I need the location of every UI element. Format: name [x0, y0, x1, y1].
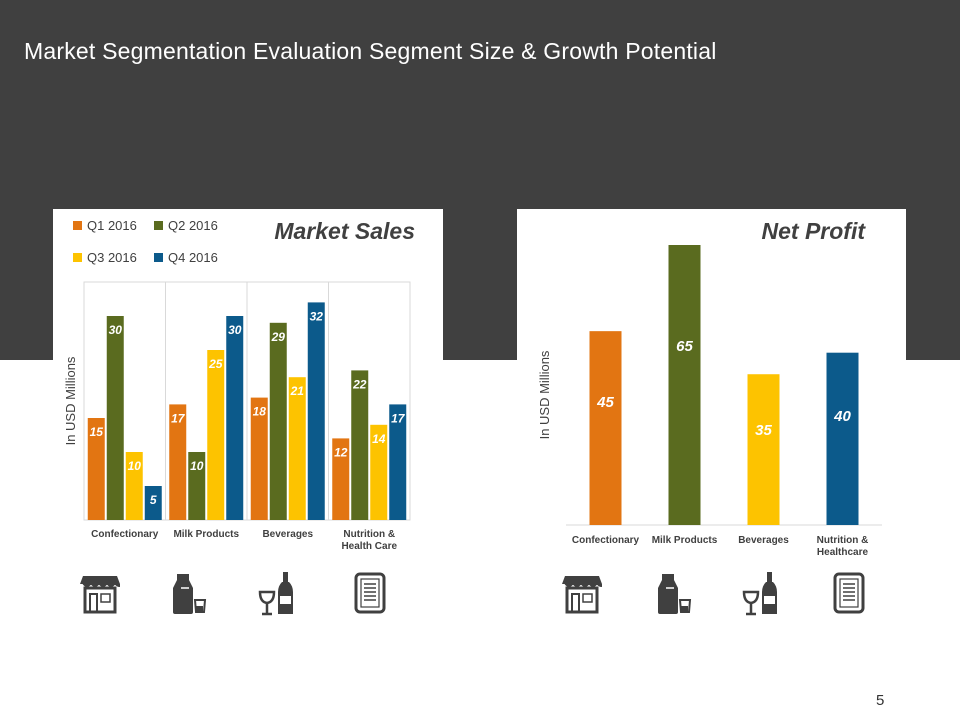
- category-label: Beverages: [262, 529, 313, 540]
- legend-swatch-3: [73, 253, 82, 262]
- category-label: Beverages: [738, 535, 789, 546]
- store-icon: [80, 570, 124, 616]
- data-label: 22: [352, 377, 367, 391]
- data-label: 5: [150, 493, 157, 507]
- net-profit-panel: Net Profit In USD Millions 45 Confectionary…: [517, 209, 906, 560]
- bar: [589, 331, 622, 525]
- net-profit-chart: Net Profit In USD Millions 45 Confectionary…: [537, 218, 882, 558]
- wine-bottle-icon: [258, 570, 298, 616]
- bar-2: [269, 322, 287, 520]
- data-label: 10: [128, 459, 142, 473]
- data-label: 40: [833, 408, 851, 425]
- category-label: Health Care: [341, 541, 397, 552]
- bar-3: [288, 377, 306, 520]
- market-sales-panel: Market Sales Q1 2016 Q2 2016 Q3 2016 Q4 2016…: [53, 209, 443, 560]
- chart-title: Net Profit: [762, 218, 867, 244]
- category-label: Nutrition &: [817, 535, 869, 546]
- data-label: 32: [310, 309, 324, 323]
- legend-label: Q3 2016: [87, 250, 137, 265]
- bar-1: [250, 397, 268, 520]
- market-sales-chart: Market Sales Q1 2016 Q2 2016 Q3 2016 Q4 2016…: [63, 218, 415, 552]
- data-label: 14: [372, 432, 386, 446]
- category-label: Confectionary: [91, 529, 159, 540]
- legend-swatch-4: [154, 253, 163, 262]
- bar: [668, 245, 701, 525]
- data-label: 30: [228, 323, 242, 337]
- legend-label: Q4 2016: [168, 250, 218, 265]
- bar-4: [144, 486, 162, 520]
- data-label: 15: [90, 425, 104, 439]
- bar-1: [169, 404, 187, 520]
- bar-1: [87, 418, 105, 520]
- category-label: Confectionary: [572, 535, 640, 546]
- bar-2: [106, 316, 124, 520]
- medicine-label-icon: [829, 570, 869, 616]
- bar-2: [351, 370, 369, 520]
- data-label: 10: [190, 459, 204, 473]
- category-label: Milk Products: [173, 529, 239, 540]
- page-number: 5: [876, 692, 885, 709]
- bar-3: [370, 424, 388, 520]
- bar-2: [188, 452, 206, 520]
- legend-label: Q2 2016: [168, 218, 218, 233]
- legend-swatch-1: [73, 221, 82, 230]
- data-label: 17: [171, 411, 186, 425]
- bar-4: [307, 302, 325, 520]
- bar-3: [125, 452, 143, 520]
- milk-bottle-icon: [655, 570, 695, 616]
- category-label: Healthcare: [817, 547, 869, 558]
- bar-1: [332, 438, 350, 520]
- y-axis-label: In USD Millions: [63, 356, 78, 445]
- data-label: 12: [334, 445, 348, 459]
- chart-title: Market Sales: [274, 218, 415, 244]
- slide-title: Market Segmentation Evaluation Segment S…: [24, 38, 717, 64]
- category-label: Milk Products: [652, 535, 718, 546]
- medicine-label-icon: [350, 570, 390, 616]
- data-label: 25: [208, 357, 223, 371]
- bar-4: [226, 316, 244, 520]
- bar: [747, 374, 780, 525]
- category-label: Nutrition &: [343, 529, 395, 540]
- store-icon: [562, 570, 606, 616]
- bar: [826, 352, 859, 525]
- data-label: 21: [290, 384, 305, 398]
- milk-bottle-icon: [170, 570, 210, 616]
- legend-swatch-2: [154, 221, 163, 230]
- legend-label: Q1 2016: [87, 218, 137, 233]
- data-label: 18: [253, 405, 267, 419]
- data-label: 29: [271, 330, 286, 344]
- data-label: 30: [109, 323, 123, 337]
- y-axis-label: In USD Millions: [537, 350, 552, 439]
- wine-bottle-icon: [742, 570, 782, 616]
- data-label: 65: [676, 338, 693, 355]
- data-label: 45: [596, 394, 614, 411]
- data-label: 17: [391, 411, 406, 425]
- bar-4: [389, 404, 407, 520]
- data-label: 35: [755, 422, 772, 439]
- bar-3: [207, 350, 225, 520]
